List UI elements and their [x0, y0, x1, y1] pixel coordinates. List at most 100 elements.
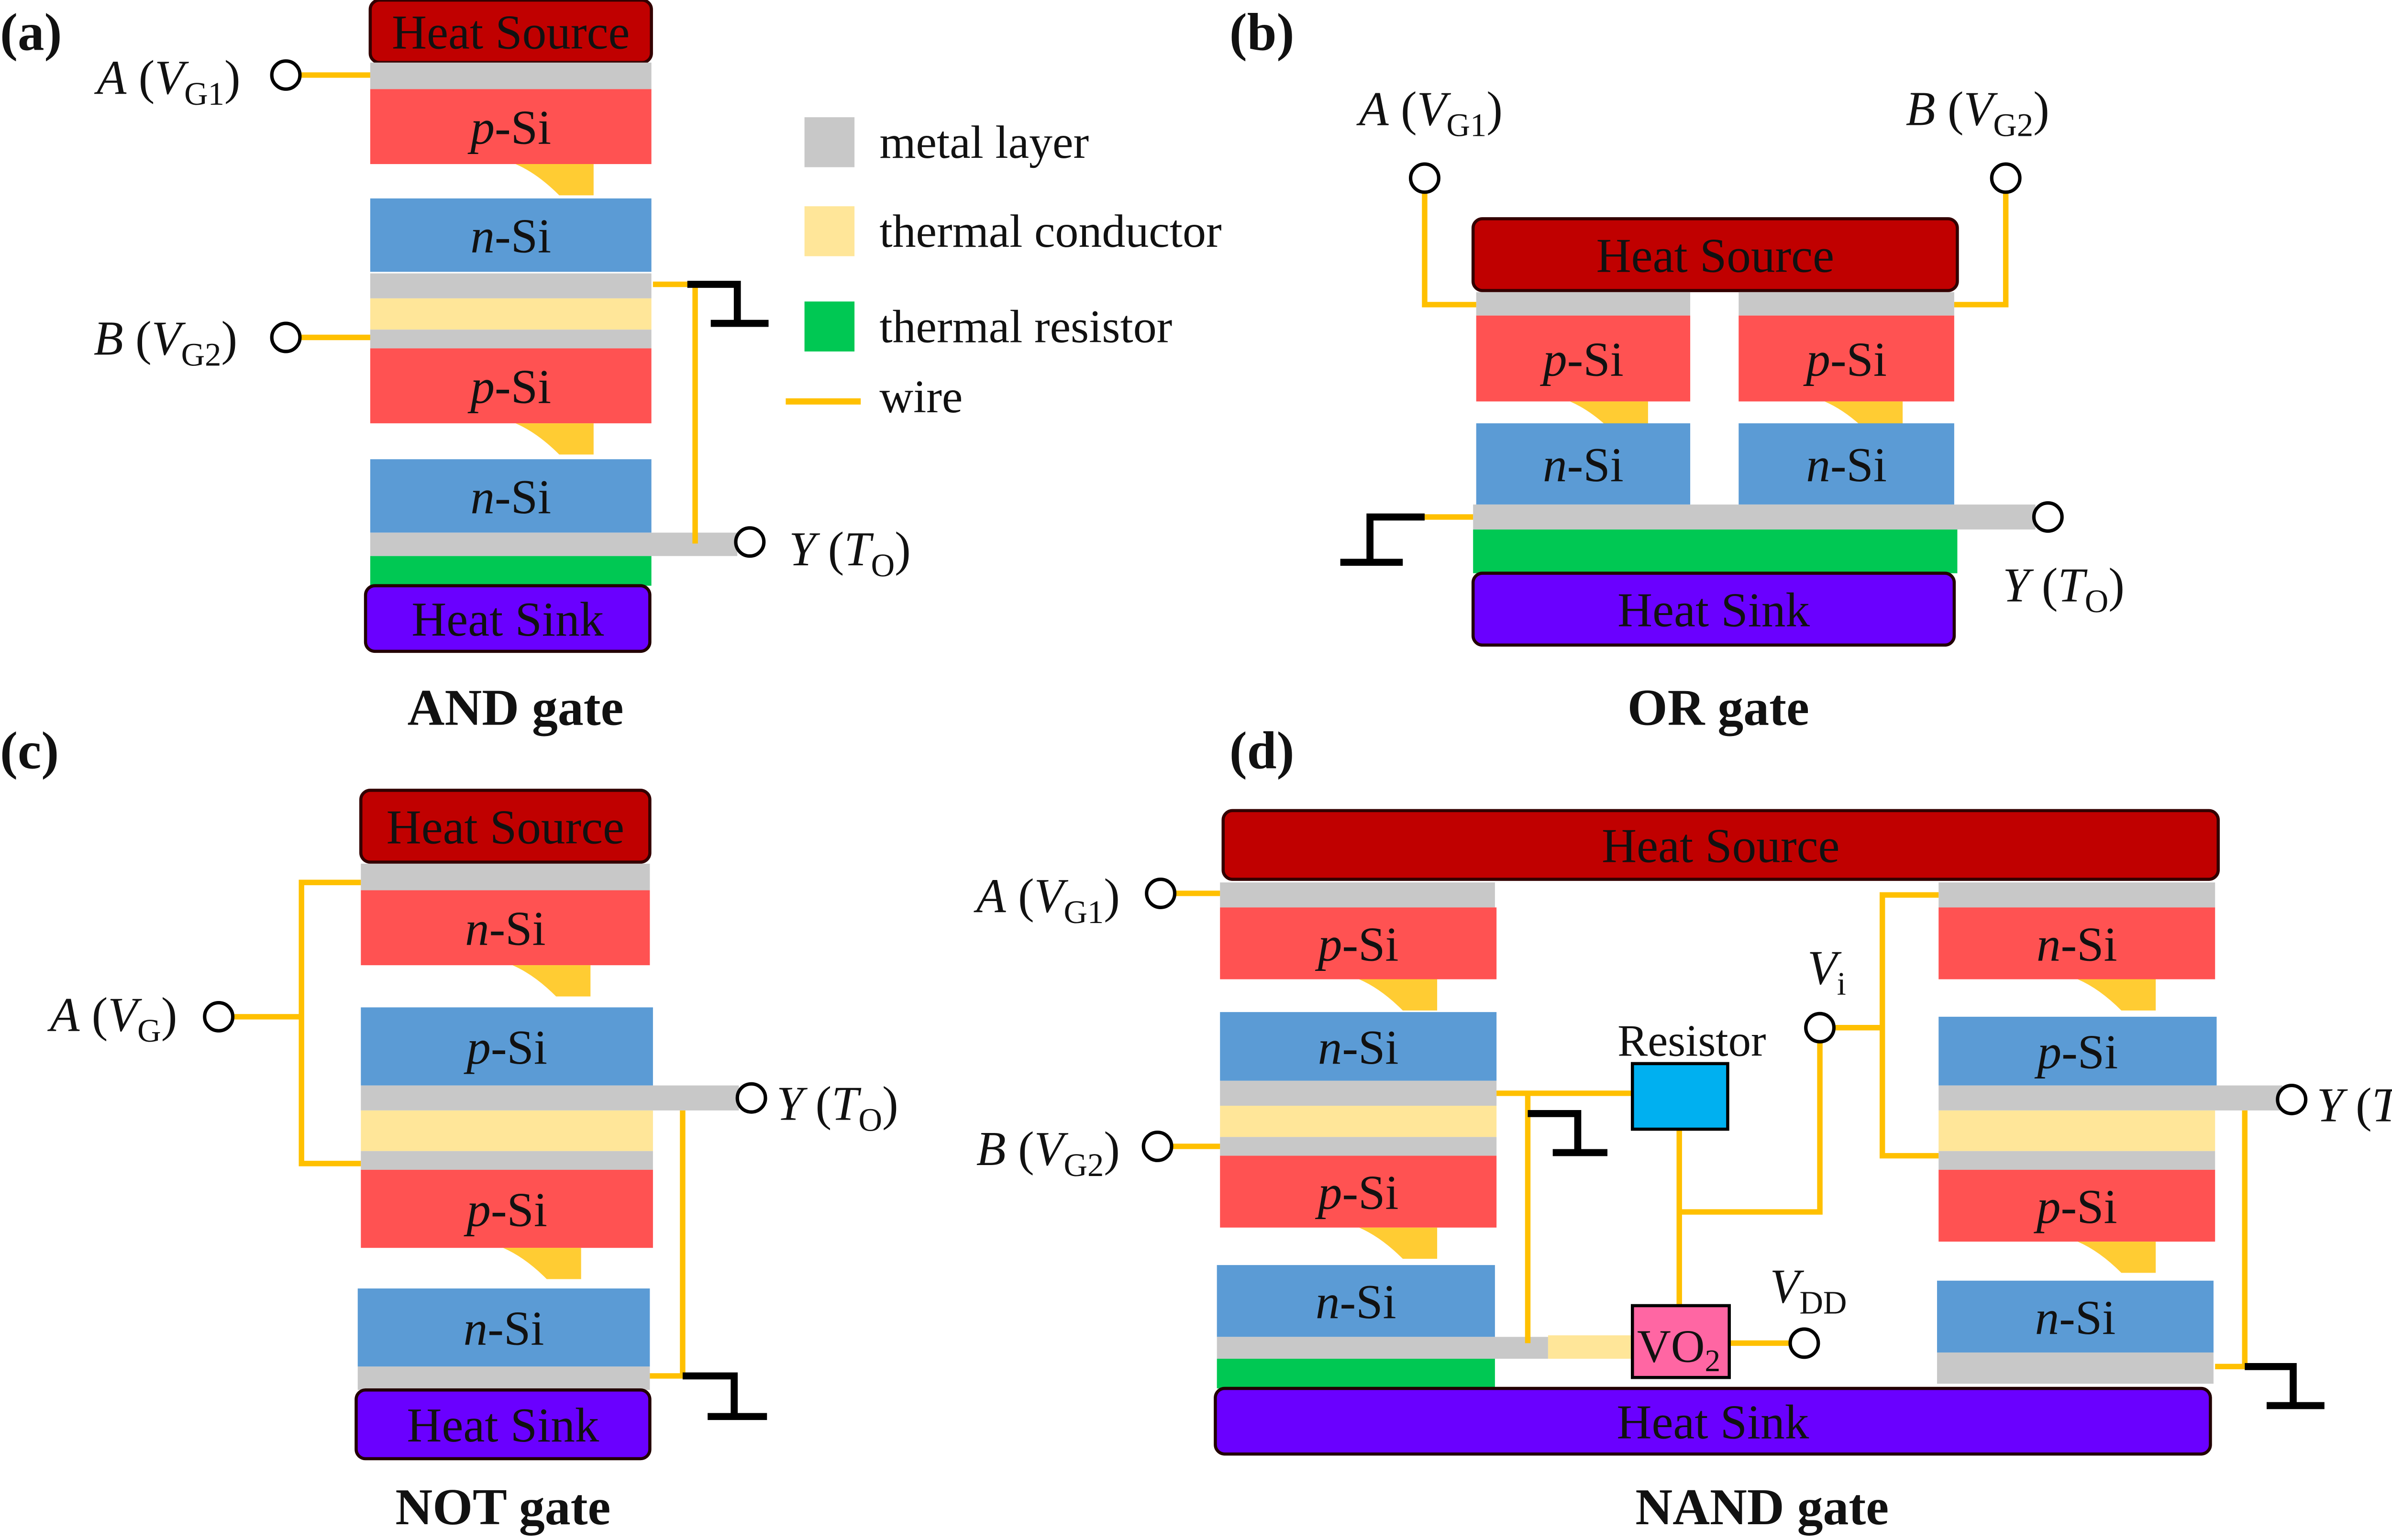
- material: -Si: [491, 1183, 547, 1236]
- metal-layer: [357, 1366, 650, 1390]
- gate-caption-a: AND gate: [408, 679, 624, 736]
- node-Y[interactable]: [735, 1082, 767, 1114]
- subscript: G1: [1447, 107, 1487, 143]
- heat-source-label: Heat Source: [1596, 229, 1834, 282]
- paren: (: [2029, 558, 2058, 612]
- thermal-conductor-taper: [515, 423, 594, 455]
- heat-source-label: Heat Source: [392, 5, 630, 59]
- paren: (: [1006, 869, 1034, 923]
- material: -Si: [2059, 1291, 2115, 1344]
- paren: (: [1389, 82, 1417, 135]
- node-Y[interactable]: [2032, 501, 2064, 533]
- variable: V: [108, 988, 142, 1041]
- node-B[interactable]: [1141, 1130, 1174, 1162]
- node-A[interactable]: [203, 1001, 235, 1033]
- terminal-name: Y: [2316, 1078, 2348, 1132]
- wire: [2215, 1110, 2248, 1370]
- doping-type: p: [464, 1183, 491, 1236]
- gate-caption-c: NOT gate: [395, 1479, 610, 1536]
- terminal-label-Vi: Vi: [1807, 941, 1846, 1002]
- p-si-layer: [1220, 1155, 1497, 1228]
- n-si-layer: [1217, 1265, 1495, 1337]
- subscript: O: [2085, 583, 2109, 619]
- paren: (: [803, 1077, 831, 1130]
- paren: ): [882, 1077, 898, 1130]
- subscript: i: [1837, 966, 1846, 1002]
- paren: ): [2108, 558, 2125, 612]
- terminal-label-A_G1: A (VG1): [94, 51, 240, 112]
- panel-tag-a: (a): [0, 3, 62, 62]
- heat-sink: [364, 584, 652, 653]
- material: -Si: [1830, 438, 1887, 492]
- thermal-conductor-taper: [2077, 979, 2156, 1011]
- layer-label: p-Si: [2034, 1025, 2118, 1079]
- subscript: DD: [1799, 1284, 1847, 1320]
- legend-label: thermal resistor: [879, 301, 1172, 352]
- legend-label: wire: [879, 371, 963, 423]
- n-si-layer: [370, 459, 652, 533]
- metal-layer: [1476, 292, 1691, 316]
- resistor-component: [1630, 1062, 1729, 1131]
- p-si-layer: [361, 1169, 653, 1248]
- heat-sink: [1214, 1386, 2212, 1456]
- n-si-layer: [1938, 907, 2215, 979]
- p-si-layer: [1220, 907, 1497, 979]
- node-A[interactable]: [1145, 877, 1177, 909]
- node-Y[interactable]: [2276, 1084, 2308, 1115]
- subscript: G2: [1993, 107, 2033, 143]
- variable: T: [2058, 558, 2088, 612]
- layer-label: p-Si: [1803, 333, 1887, 386]
- paren: (: [126, 51, 155, 104]
- terminal-label-Y_TO: Y (TO): [2316, 1078, 2392, 1140]
- variable: V: [1034, 869, 1069, 923]
- material: -Si: [1567, 438, 1624, 492]
- vo2-label: VO2: [1637, 1321, 1720, 1379]
- node-B[interactable]: [1990, 162, 2022, 194]
- wire: [653, 281, 698, 544]
- thermal-conductor: [1548, 1335, 1634, 1359]
- node-A[interactable]: [1408, 162, 1440, 194]
- doping-type: n: [2037, 917, 2061, 971]
- metal-layer: [1473, 504, 2036, 530]
- metal-layer: [1220, 1137, 1497, 1156]
- layer-label: p-Si: [2034, 1180, 2117, 1233]
- metal-layer: [1739, 292, 1954, 316]
- paren: (: [1936, 82, 1964, 135]
- metal-layer: [1220, 1080, 1497, 1106]
- variable: V: [152, 311, 186, 365]
- terminal-label-B_G2: B (VG2): [1906, 82, 2049, 143]
- doping-type: n: [1318, 1021, 1342, 1074]
- legend-label: thermal conductor: [879, 206, 1221, 257]
- node-Vi[interactable]: [1804, 1012, 1836, 1044]
- layer-label: n-Si: [1543, 438, 1624, 492]
- ground-symbol: [1528, 1110, 1582, 1153]
- doping-type: p: [1315, 1166, 1342, 1220]
- p-si-layer: [1739, 315, 1954, 402]
- doping-type: n: [465, 902, 489, 956]
- terminal-name: A: [47, 988, 80, 1041]
- heat-sink-label: Heat Sink: [1617, 1396, 1809, 1449]
- doping-type: n: [1806, 438, 1830, 492]
- node-VDD[interactable]: [1788, 1327, 1820, 1359]
- thermal-conductor: [1938, 1110, 2215, 1151]
- metal-layer: [1220, 882, 1495, 908]
- material: -Si: [489, 902, 546, 956]
- material: -Si: [491, 1021, 547, 1074]
- node-Y[interactable]: [734, 526, 766, 558]
- ground-symbol: [2245, 1363, 2297, 1406]
- variable: V: [1417, 82, 1451, 135]
- terminal-label-Y_TO: Y (TO): [776, 1077, 898, 1138]
- heat-source-label: Heat Source: [387, 800, 624, 854]
- paren: ): [1486, 82, 1503, 135]
- paren: (: [123, 311, 152, 365]
- gate-caption-d: NAND gate: [1635, 1479, 1889, 1536]
- heat-sink-label: Heat Sink: [407, 1398, 599, 1452]
- terminal-label-Y_TO: Y (TO): [2003, 558, 2125, 619]
- metal-layer: [1937, 1352, 2214, 1384]
- paren: ): [221, 311, 237, 365]
- node-B[interactable]: [270, 321, 302, 353]
- doping-type: p: [1803, 333, 1830, 386]
- node-A[interactable]: [270, 59, 302, 91]
- layer-label: n-Si: [1318, 1021, 1399, 1074]
- paren: (: [2344, 1078, 2372, 1132]
